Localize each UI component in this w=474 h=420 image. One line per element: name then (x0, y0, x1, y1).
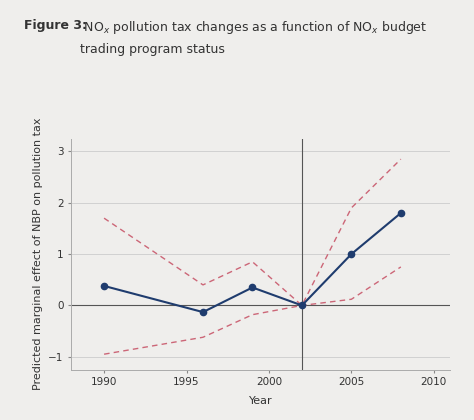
Y-axis label: Predicted marginal effect of NBP on pollution tax: Predicted marginal effect of NBP on poll… (33, 118, 43, 390)
Text: trading program status: trading program status (80, 43, 225, 56)
X-axis label: Year: Year (249, 396, 273, 406)
Text: Figure 3:: Figure 3: (24, 19, 87, 32)
Text: NO$_x$ pollution tax changes as a function of NO$_x$ budget: NO$_x$ pollution tax changes as a functi… (80, 19, 427, 36)
